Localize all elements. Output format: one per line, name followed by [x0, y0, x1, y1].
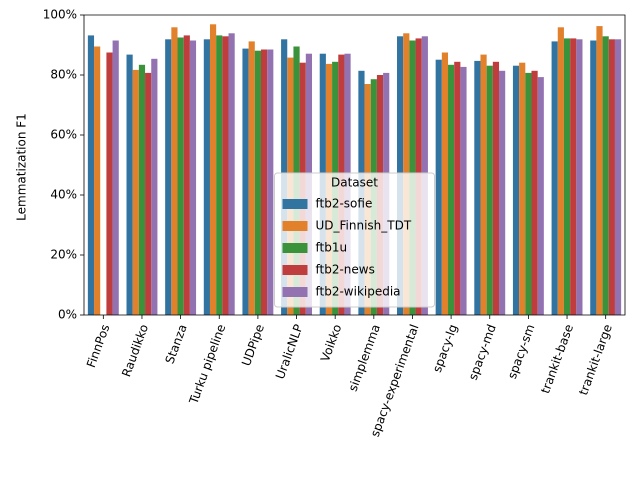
bar	[596, 26, 603, 315]
bar	[267, 49, 274, 315]
y-tick-label: 40%	[50, 188, 77, 202]
bar	[177, 37, 184, 315]
legend-label: ftb2-sofie	[316, 197, 373, 211]
legend-box	[274, 172, 435, 308]
bar	[448, 64, 455, 315]
bar	[132, 69, 139, 316]
bar	[492, 61, 500, 315]
bar	[614, 39, 622, 316]
x-tick-label: spacy-sm	[505, 322, 538, 380]
legend-label: UD_Finnish_TDT	[316, 219, 412, 233]
bar	[519, 62, 526, 316]
bar	[525, 72, 532, 316]
x-tick-label: FinnPos	[84, 322, 113, 369]
x-tick-label: trankit-large	[576, 322, 615, 397]
x-tick-label: simplemma	[346, 322, 383, 393]
bar	[460, 66, 467, 316]
bar	[474, 60, 481, 316]
x-tick-label: Stanza	[163, 322, 190, 365]
bar	[248, 41, 255, 316]
bar	[254, 50, 261, 315]
axes-frame	[83, 14, 626, 316]
bar	[557, 27, 564, 316]
x-tick-label: Raudikko	[119, 322, 151, 378]
bar	[106, 52, 113, 315]
bar	[499, 70, 506, 315]
bar	[183, 35, 190, 316]
bar	[512, 65, 520, 315]
bar	[480, 54, 487, 315]
bar	[87, 35, 95, 316]
bar	[435, 59, 442, 316]
y-tick-label: 100%	[43, 8, 77, 22]
x-tick-label: spacy-lg	[430, 322, 460, 374]
legend-swatch	[282, 265, 308, 275]
bar	[222, 36, 229, 316]
legend-title: Dataset	[331, 176, 378, 190]
x-tick-label: UDPipe	[239, 322, 267, 368]
x-tick-label: Turku pipeline	[186, 322, 228, 406]
bar	[171, 27, 178, 316]
bar	[216, 35, 223, 316]
bar	[531, 70, 538, 315]
y-tick-label: 0%	[58, 308, 77, 322]
bar	[576, 39, 583, 316]
legend-label: ftb1u	[316, 241, 348, 255]
bar	[590, 40, 597, 315]
bar	[486, 65, 493, 315]
bar	[138, 64, 146, 315]
bar	[151, 58, 158, 316]
x-tick-label: Voikko	[318, 322, 344, 363]
bar	[189, 40, 197, 315]
y-axis-label: Lemmatization F1	[15, 113, 29, 221]
legend-swatch	[282, 221, 308, 231]
y-tick-label: 80%	[50, 68, 77, 82]
bar	[126, 54, 133, 315]
bar	[209, 24, 217, 316]
bar	[551, 41, 558, 316]
bar	[563, 38, 571, 316]
bar	[608, 39, 615, 316]
x-tick-label: spacy-md	[466, 322, 499, 382]
bar	[203, 39, 210, 316]
bar	[454, 61, 461, 315]
bar	[112, 40, 119, 315]
legend-swatch	[282, 287, 308, 297]
bar	[602, 36, 609, 316]
legend-label: ftb2-news	[316, 263, 375, 277]
legend-swatch	[282, 243, 308, 253]
x-tick-label: UralicNLP	[273, 322, 306, 381]
x-tick-label: trankit-base	[538, 322, 576, 395]
bar	[145, 72, 152, 316]
bar	[537, 77, 544, 315]
bar	[94, 46, 101, 315]
y-tick-label: 60%	[50, 128, 77, 142]
y-tick-label: 20%	[50, 248, 77, 262]
bar	[570, 38, 577, 316]
bar	[260, 49, 268, 315]
bar	[228, 33, 235, 316]
bar	[165, 39, 172, 316]
bar	[441, 52, 449, 315]
legend-label: ftb2-wikipedia	[316, 285, 401, 299]
legend-swatch	[282, 199, 308, 209]
bar	[242, 48, 249, 315]
